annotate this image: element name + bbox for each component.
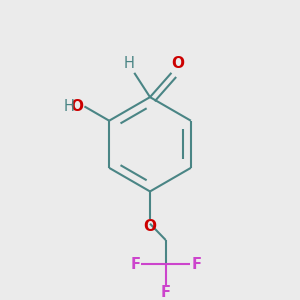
Text: H: H	[63, 99, 74, 114]
Text: F: F	[191, 257, 201, 272]
Text: O: O	[70, 99, 83, 114]
Text: F: F	[161, 284, 171, 299]
Text: H: H	[124, 56, 135, 71]
Text: F: F	[130, 257, 140, 272]
Text: O: O	[143, 220, 157, 235]
Text: O: O	[171, 56, 184, 71]
